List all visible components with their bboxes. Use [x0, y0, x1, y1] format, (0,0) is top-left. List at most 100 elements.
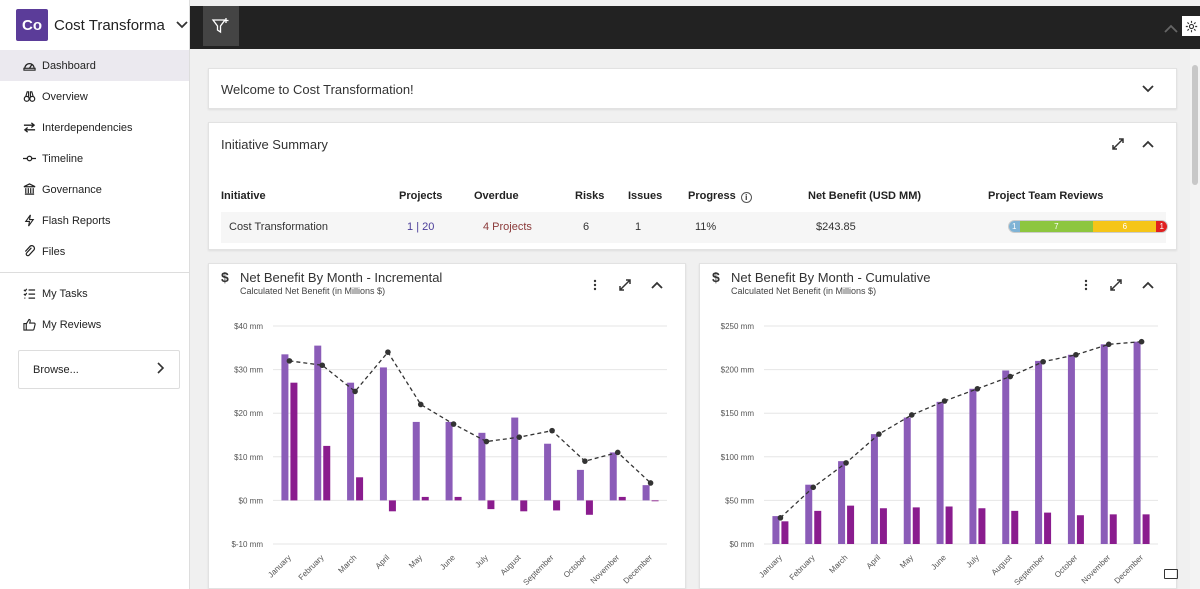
more-vertical-icon[interactable]: [1078, 277, 1094, 293]
table-row[interactable]: Cost Transformation 1 | 20 4 Projects 6 …: [221, 212, 1168, 243]
chevron-up-icon[interactable]: [1140, 277, 1156, 293]
bar: [978, 508, 986, 544]
expand-icon[interactable]: [1110, 136, 1126, 152]
bar: [936, 401, 944, 544]
chart-title: Net Benefit By Month - Cumulative: [731, 270, 931, 285]
cell-initiative[interactable]: Cost Transformation: [229, 221, 329, 233]
chevron-up-icon[interactable]: [1140, 136, 1156, 152]
bar: [642, 485, 650, 501]
page-scrollbar[interactable]: [1190, 50, 1200, 589]
app-switcher[interactable]: Co Cost Transforma...: [0, 0, 189, 50]
y-tick-label: $100 mm: [721, 453, 755, 462]
sidebar-item-flash-reports[interactable]: Flash Reports: [0, 205, 189, 236]
chevron-up-icon[interactable]: [1164, 20, 1178, 38]
sidebar-item-timeline[interactable]: Timeline: [0, 143, 189, 174]
y-tick-label: $20 mm: [234, 409, 263, 418]
bar: [445, 421, 453, 501]
y-tick-label: $150 mm: [721, 409, 755, 418]
cell-overdue[interactable]: 4 Projects: [483, 221, 532, 233]
projects-active-link[interactable]: 1: [407, 221, 414, 233]
cumulative-chart: $250 mm$200 mm$150 mm$100 mm$50 mm$0 mmJ…: [721, 322, 1158, 587]
x-tick-label: January: [757, 553, 783, 579]
filter-plus-icon: [211, 18, 229, 34]
chevron-down-icon[interactable]: [176, 18, 188, 32]
sidebar-item-label: Timeline: [42, 152, 84, 165]
swap-icon: [22, 121, 36, 135]
dollar-icon: $: [712, 269, 720, 285]
more-vertical-icon[interactable]: [587, 277, 603, 293]
line-point: [647, 480, 654, 486]
y-tick-label: $50 mm: [725, 496, 754, 505]
sidebar-item-my-reviews[interactable]: My Reviews: [0, 309, 189, 340]
browse-button[interactable]: Browse...: [18, 350, 180, 389]
scrollbar-thumb[interactable]: [1192, 65, 1198, 185]
x-tick-label: July: [964, 553, 980, 569]
header-issues: Issues: [628, 190, 663, 202]
x-tick-label: June: [929, 553, 948, 572]
line-point: [385, 349, 391, 355]
review-segment[interactable]: 7: [1019, 221, 1094, 232]
x-tick-label: May: [898, 553, 915, 570]
bar: [347, 382, 355, 501]
sidebar-item-label: Governance: [42, 183, 102, 196]
gear-icon[interactable]: [1182, 16, 1200, 36]
sidebar-item-my-tasks[interactable]: My Tasks: [0, 278, 189, 309]
tasks-icon: [22, 287, 36, 301]
bar: [870, 434, 878, 544]
info-icon[interactable]: i: [740, 192, 752, 203]
bar: [814, 510, 822, 544]
bar: [945, 506, 953, 544]
bar: [576, 469, 584, 501]
expand-icon[interactable]: [1108, 277, 1124, 293]
chevron-down-icon[interactable]: [1140, 81, 1156, 97]
line-point: [777, 515, 784, 521]
review-segment[interactable]: 6: [1093, 221, 1157, 232]
x-tick-label: September: [1012, 553, 1046, 587]
binoculars-icon: [22, 90, 36, 104]
header-progress: Progress i: [688, 190, 752, 203]
sidebar-item-label: Flash Reports: [42, 214, 111, 227]
bar: [912, 507, 920, 544]
y-tick-label: $30 mm: [234, 366, 263, 375]
sidebar-item-overview[interactable]: Overview: [0, 81, 189, 112]
review-segment[interactable]: 1: [1156, 221, 1167, 232]
chevron-up-icon[interactable]: [649, 277, 665, 293]
line-point: [908, 412, 915, 418]
cell-risks[interactable]: 6: [583, 221, 590, 233]
x-tick-label: October: [1053, 553, 1080, 580]
header-reviews: Project Team Reviews: [988, 190, 1104, 202]
y-tick-label: $0 mm: [730, 540, 755, 549]
bar: [356, 477, 364, 501]
projects-total-link[interactable]: 20: [422, 221, 435, 233]
top-bar: [190, 6, 1200, 49]
app-title: Cost Transforma...: [54, 16, 166, 34]
line-point: [1105, 341, 1112, 348]
chart-panel-incremental: $ Net Benefit By Month - Incremental Cal…: [208, 263, 686, 589]
expand-icon[interactable]: [617, 277, 633, 293]
bar: [454, 496, 462, 501]
keyboard-icon[interactable]: [1164, 569, 1178, 579]
flash-icon: [22, 214, 36, 228]
header-overdue: Overdue: [474, 190, 519, 202]
review-segment[interactable]: 1: [1009, 221, 1020, 232]
x-tick-label: March: [336, 553, 358, 575]
paperclip-icon: [22, 245, 36, 259]
x-tick-label: July: [473, 553, 489, 569]
line-point: [941, 398, 948, 404]
line-point: [876, 431, 882, 437]
x-tick-label: December: [1113, 553, 1146, 586]
bar: [781, 521, 789, 544]
sidebar-item-interdependencies[interactable]: Interdependencies: [0, 112, 189, 143]
bar: [487, 500, 495, 510]
sidebar-item-dashboard[interactable]: Dashboard: [0, 50, 189, 81]
filter-add-button[interactable]: [203, 6, 239, 46]
bar: [1035, 360, 1043, 544]
cell-issues[interactable]: 1: [635, 221, 642, 233]
sidebar-item-files[interactable]: Files: [0, 236, 189, 267]
x-tick-label: October: [562, 553, 589, 580]
app-logo: Co: [16, 9, 48, 41]
cell-projects[interactable]: 1 | 20: [407, 221, 434, 233]
bar: [1076, 515, 1084, 544]
sidebar-item-governance[interactable]: Governance: [0, 174, 189, 205]
